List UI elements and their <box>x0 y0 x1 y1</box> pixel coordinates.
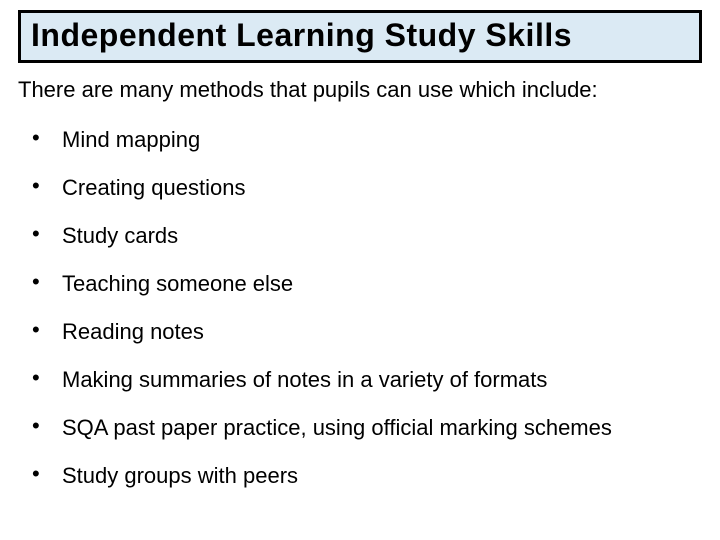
list-item: Making summaries of notes in a variety o… <box>32 367 702 393</box>
page-title: Independent Learning Study Skills <box>31 17 689 54</box>
list-item: Reading notes <box>32 319 702 345</box>
list-item: Mind mapping <box>32 127 702 153</box>
intro-text: There are many methods that pupils can u… <box>18 77 702 103</box>
list-item: Creating questions <box>32 175 702 201</box>
list-item: Study cards <box>32 223 702 249</box>
title-box: Independent Learning Study Skills <box>18 10 702 63</box>
list-item: SQA past paper practice, using official … <box>32 415 702 441</box>
list-item: Teaching someone else <box>32 271 702 297</box>
bullet-list: Mind mapping Creating questions Study ca… <box>18 127 702 489</box>
list-item: Study groups with peers <box>32 463 702 489</box>
